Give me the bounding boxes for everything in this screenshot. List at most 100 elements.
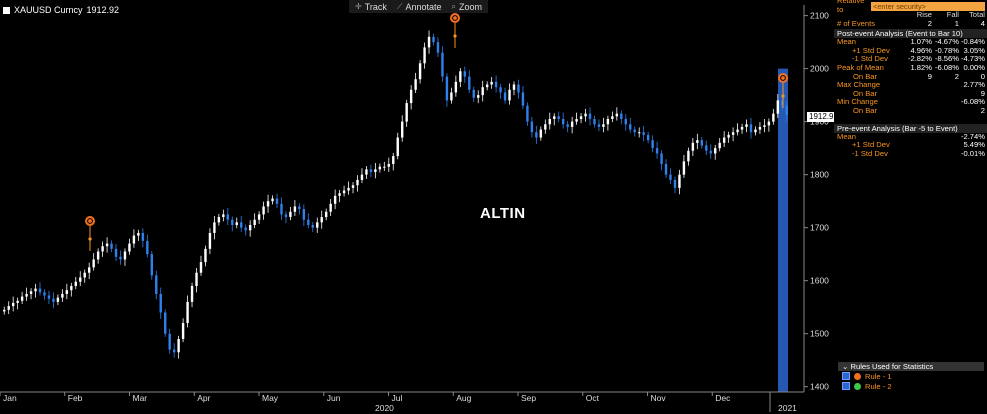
candle-body [503, 92, 507, 101]
candle-body [588, 113, 592, 119]
pre-stat-total: -2.74% [960, 131, 985, 141]
y-tick-label: 2100 [810, 11, 829, 21]
pre-stat-row: +1 Std Dev 5.49% [834, 141, 987, 150]
candle-body [611, 116, 614, 119]
track-button[interactable]: ✛ Track [355, 2, 387, 12]
annotate-button[interactable]: ⟋ Annotate [397, 2, 442, 12]
candle-body [324, 211, 328, 218]
candle-body [700, 140, 704, 146]
candle-body [34, 288, 37, 292]
candle-body [347, 187, 350, 191]
candle-body [736, 129, 739, 133]
candle-body [472, 89, 475, 98]
candle-body [432, 36, 435, 43]
post-event-section-title: Post-event Analysis (Event to Bar 10) [834, 29, 987, 39]
candle-body [181, 323, 185, 339]
candle-body [369, 169, 373, 172]
rule-2-row[interactable]: Rule - 2 [838, 381, 984, 391]
candle-body [409, 89, 413, 104]
post-stat-row: Max Change 2.77% [834, 81, 987, 90]
candle-body [61, 293, 64, 298]
candle-body [190, 285, 194, 302]
candle-body [83, 272, 86, 278]
candle-body [155, 275, 158, 294]
rule-1-checkbox[interactable] [842, 372, 850, 380]
rule-1-event-icon [85, 216, 95, 226]
relative-security-input[interactable]: <enter security> [871, 1, 985, 11]
series-legend[interactable]: XAUUSD Curncy 1912.92 [3, 5, 119, 15]
candle-body [96, 251, 100, 260]
candle-body [526, 105, 529, 122]
candle-body [43, 292, 46, 296]
event-markers [85, 13, 788, 251]
candle-body [257, 214, 261, 220]
post-stat-total: 2.77% [963, 80, 985, 90]
candle-body [454, 81, 458, 93]
zoom-button[interactable]: ⌕ Zoom [452, 2, 483, 12]
candle-body [521, 92, 525, 106]
candle-body [401, 121, 404, 138]
post-stat-row: -1 Std Dev -2.82% -8.56% -4.73% [834, 55, 987, 64]
candle-body [159, 293, 162, 313]
pre-stat-fall [932, 141, 959, 150]
candle-body [137, 232, 140, 236]
relative-to-row: Relative to <enter security> [834, 0, 987, 14]
x-axis: Jan Feb Mar Apr May Jun Jul Aug Sep Oct Nov Dec 2020… [0, 391, 804, 413]
candle-body [329, 203, 332, 212]
candle-body [687, 150, 690, 162]
candle-body [423, 47, 426, 64]
post-stat-rise: 4.96% [910, 45, 932, 55]
candle-body [128, 243, 131, 252]
pre-stat-fall [932, 133, 959, 142]
post-stat-rise [905, 98, 932, 107]
pre-event-section-title: Pre-event Analysis (Bar -5 to Event) [834, 123, 987, 133]
candle-body [248, 225, 252, 231]
candle-body [275, 198, 279, 204]
chart-watermark: ALTIN [480, 205, 526, 222]
candle-body [673, 179, 677, 188]
candle-body [705, 145, 708, 151]
rules-header[interactable]: ⌄ Rules Used for Statistics [838, 362, 984, 371]
post-stat-total: 0 [980, 71, 985, 81]
post-stat-fall: -0.78% [934, 45, 959, 55]
candle-body [468, 76, 471, 90]
candle-body [226, 214, 230, 220]
candle-body [678, 174, 681, 188]
pre-stat-label: -1 Std Dev [852, 149, 888, 158]
rule-1-row[interactable]: Rule - 1 [838, 371, 984, 381]
candle-body [620, 113, 623, 119]
candle-body [164, 312, 167, 334]
post-stat-rise: 1.07% [910, 37, 932, 47]
candle-body [114, 248, 118, 257]
candle-body [320, 217, 323, 223]
x-month-label: Apr [197, 393, 210, 403]
x-month-label: May [262, 393, 279, 403]
candle-body [271, 198, 274, 202]
candle-body [101, 246, 104, 252]
event-icon-ring [87, 218, 93, 224]
post-stat-fall [932, 107, 959, 116]
candle-body [485, 84, 489, 88]
candle-body [374, 169, 377, 172]
candle-body [119, 256, 122, 260]
candle-body [709, 150, 712, 154]
post-stat-fall: -8.56% [934, 54, 959, 64]
rule-1-icon [854, 372, 861, 380]
candle-body [441, 52, 444, 77]
events-rise: 2 [927, 18, 932, 28]
event-point [453, 34, 457, 38]
candle-body [280, 203, 283, 215]
candle-body [414, 79, 417, 90]
candle-body [499, 87, 502, 93]
candle-body [342, 190, 346, 194]
rule-2-checkbox[interactable] [842, 382, 850, 390]
candle-body [718, 142, 721, 149]
candle-body [785, 105, 788, 115]
event-point [781, 94, 785, 98]
candle-body [633, 129, 636, 133]
y-tick-label: 1700 [810, 223, 829, 233]
post-stat-total: -0.84% [960, 37, 985, 47]
candle-body [74, 281, 77, 286]
event-statistics-panel: Relative to <enter security> Rise Fall T… [834, 0, 987, 185]
